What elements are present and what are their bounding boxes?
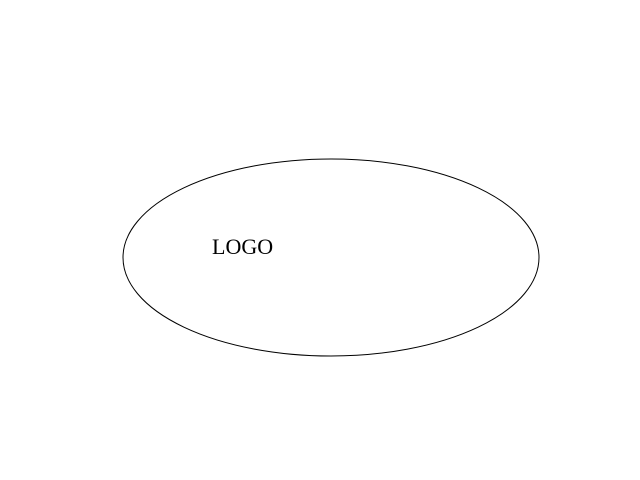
logo-ellipse-outline xyxy=(122,158,540,357)
logo-label: LOGO xyxy=(212,234,274,259)
